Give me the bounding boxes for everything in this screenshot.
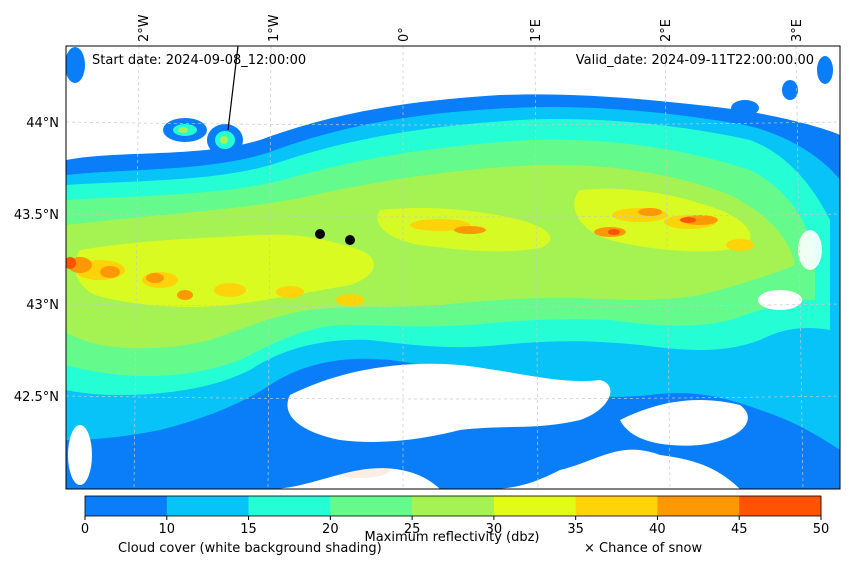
coastline bbox=[227, 46, 239, 131]
colorbar-title: Maximum reflectivity (dbz) bbox=[365, 530, 540, 545]
colorbar-segment bbox=[493, 496, 577, 516]
colorbar-segment bbox=[739, 496, 822, 516]
cloud-cover-note: Cloud cover (white background shading) bbox=[118, 541, 382, 556]
colorbar: 0 10 15 20 25 30 35 40 45 50 bbox=[81, 495, 830, 537]
colorbar-tick-label: 35 bbox=[567, 522, 584, 537]
colorbar-tick-label: 25 bbox=[404, 522, 421, 537]
snow-chance-note: × Chance of snow bbox=[584, 541, 702, 556]
colorbar-tick-label: 30 bbox=[486, 522, 503, 537]
latitude-labels: 44°N 43.5°N 43°N 42.5°N bbox=[14, 116, 59, 405]
longitude-labels: 2°W 1°W 0° 1°E 2°E 3°E bbox=[137, 14, 805, 42]
colorbar-tick-label: 0 bbox=[81, 522, 89, 537]
valid-date-label: Valid_date: 2024-09-11T22:00:00.00 bbox=[576, 53, 814, 68]
colorbar-segment bbox=[85, 496, 168, 516]
colorbar-segment bbox=[330, 496, 413, 516]
colorbar-tick-label: 40 bbox=[649, 522, 666, 537]
lon-label: 2°W bbox=[137, 14, 152, 42]
lon-label: 1°W bbox=[267, 14, 282, 42]
colorbar-segment bbox=[575, 496, 658, 516]
colorbar-tick-label: 15 bbox=[240, 522, 257, 537]
colorbar-segment bbox=[412, 496, 495, 516]
start-date-label: Start date: 2024-09-08_12:00:00 bbox=[92, 53, 306, 68]
colorbar-tick-label: 10 bbox=[159, 522, 176, 537]
colorbar-segment bbox=[657, 496, 740, 516]
lat-label: 42.5°N bbox=[14, 390, 59, 405]
lon-label: 2°E bbox=[659, 19, 674, 42]
colorbar-segment bbox=[166, 496, 250, 516]
reflectivity-field bbox=[66, 47, 840, 489]
map-frame bbox=[65, 45, 841, 490]
colorbar-frame bbox=[84, 495, 822, 517]
lat-label: 44°N bbox=[26, 116, 59, 131]
colorbar-segment bbox=[248, 496, 331, 516]
colorbar-tick-label: 50 bbox=[813, 522, 830, 537]
lon-label: 1°E bbox=[529, 19, 544, 42]
lon-label: 0° bbox=[397, 27, 412, 42]
station-marker bbox=[345, 235, 355, 245]
colorbar-tick-label: 45 bbox=[731, 522, 748, 537]
station-marker bbox=[315, 229, 325, 239]
lat-label: 43°N bbox=[26, 298, 59, 313]
lat-label: 43.5°N bbox=[14, 208, 59, 223]
colorbar-tick-label: 20 bbox=[322, 522, 339, 537]
graticule bbox=[66, 46, 840, 489]
lon-label: 3°E bbox=[790, 19, 805, 42]
map-area bbox=[66, 46, 840, 489]
